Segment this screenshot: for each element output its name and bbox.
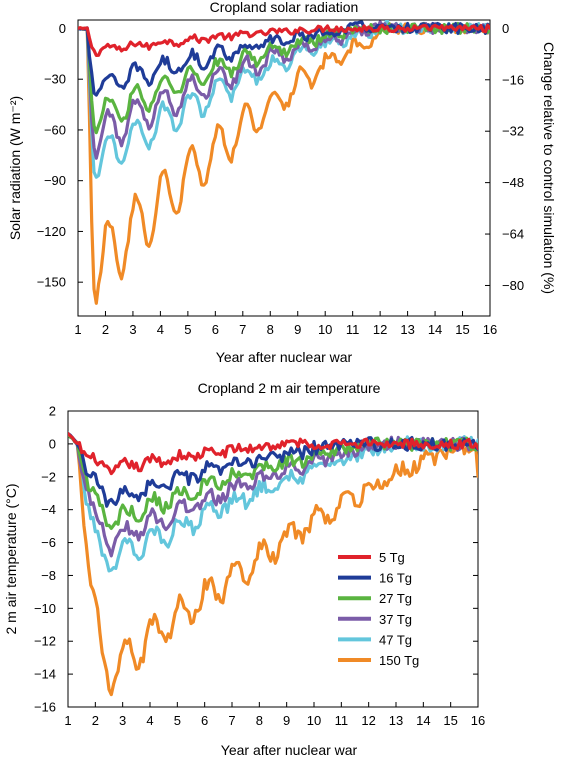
y-tick-label: 0 (49, 436, 56, 451)
legend-label: 27 Tg (379, 591, 412, 606)
x-tick-label: 11 (335, 713, 349, 728)
air-temperature-panel: Cropland 2 m air temperature Year after … (3, 380, 485, 758)
x-tick-label: 16 (483, 322, 497, 337)
x-tick-label: 11 (346, 322, 360, 337)
x-tick-label: 9 (283, 713, 290, 728)
x-tick-label: 10 (307, 713, 321, 728)
x-tick-label: 3 (119, 713, 126, 728)
x-tick-label: 6 (212, 322, 219, 337)
y-tick-label: −8 (41, 568, 56, 583)
y2-tick-label: −48 (502, 175, 524, 190)
y-tick-label: −120 (37, 224, 66, 239)
series-line-150-tg (78, 22, 490, 305)
y-tick-label: −14 (34, 667, 56, 682)
series-line-27-tg (78, 21, 490, 135)
y-tick-label: −90 (44, 173, 66, 188)
y-tick-label: 0 (59, 21, 66, 36)
x-tick-label: 1 (74, 322, 81, 337)
legend-label: 37 Tg (379, 612, 412, 627)
x-tick-label: 14 (416, 713, 430, 728)
solar-radiation-panel: Cropland solar radiation Year after nucl… (7, 0, 557, 365)
temp-legend: 5 Tg 16 Tg 27 Tg 37 Tg 47 Tg 150 Tg (338, 550, 419, 668)
y-tick-label: −12 (34, 634, 56, 649)
legend-label: 47 Tg (379, 632, 412, 647)
x-tick-label: 9 (294, 322, 301, 337)
y-tick-label: −2 (41, 469, 56, 484)
series-line-5-tg (68, 432, 478, 476)
series-line-16-tg (78, 20, 490, 97)
x-tick-label: 4 (157, 322, 164, 337)
x-tick-label: 1 (64, 713, 71, 728)
x-tick-label: 5 (184, 322, 191, 337)
temp-chart-title: Cropland 2 m air temperature (198, 380, 381, 396)
y-tick-label: −4 (41, 502, 56, 517)
x-tick-label: 7 (228, 713, 235, 728)
y2-tick-label: −80 (502, 278, 524, 293)
y-tick-label: −150 (37, 275, 66, 290)
y-tick-label: −6 (41, 535, 56, 550)
x-tick-label: 3 (129, 322, 136, 337)
x-tick-label: 7 (239, 322, 246, 337)
x-tick-label: 8 (256, 713, 263, 728)
x-tick-label: 5 (174, 713, 181, 728)
x-tick-label: 8 (267, 322, 274, 337)
solar-plot-frame (77, 19, 491, 317)
solar-chart-title: Cropland solar radiation (210, 0, 359, 15)
series-line-47-tg (78, 20, 490, 179)
legend-label: 5 Tg (379, 550, 405, 565)
x-tick-label: 12 (373, 322, 387, 337)
y-tick-label: −30 (44, 72, 66, 87)
y-tick-label: −60 (44, 122, 66, 137)
x-tick-label: 13 (400, 322, 414, 337)
y2-tick-label: −32 (502, 124, 524, 139)
y2-tick-label: −16 (502, 72, 524, 87)
x-tick-label: 16 (471, 713, 485, 728)
x-tick-label: 2 (92, 713, 99, 728)
x-tick-label: 10 (318, 322, 332, 337)
x-tick-label: 4 (146, 713, 153, 728)
x-tick-label: 6 (201, 713, 208, 728)
temp-plot-frame (67, 410, 479, 708)
x-tick-label: 15 (455, 322, 469, 337)
legend-label: 16 Tg (379, 571, 412, 586)
solar-y2-axis-label: Change relative to control simulation (%… (541, 42, 557, 294)
y-tick-label: 2 (49, 404, 56, 419)
solar-x-axis-label: Year after nuclear war (216, 349, 353, 365)
temp-y-axis-label: 2 m air temperature (°C) (3, 483, 19, 634)
x-tick-label: 15 (443, 713, 457, 728)
series-line-5-tg (78, 23, 490, 57)
series-line-150-tg (68, 431, 478, 697)
x-tick-label: 12 (361, 713, 375, 728)
solar-y-axis-label: Solar radiation (W m⁻²) (7, 96, 23, 240)
temp-x-axis-label: Year after nuclear war (221, 742, 358, 758)
x-tick-label: 13 (389, 713, 403, 728)
series-line-16-tg (68, 432, 478, 508)
y-tick-label: −16 (34, 700, 56, 715)
y2-tick-label: 0 (502, 21, 509, 36)
y-tick-label: −10 (34, 601, 56, 616)
x-tick-label: 14 (428, 322, 442, 337)
y2-tick-label: −64 (502, 227, 524, 242)
legend-label: 150 Tg (379, 653, 419, 668)
x-tick-label: 2 (102, 322, 109, 337)
